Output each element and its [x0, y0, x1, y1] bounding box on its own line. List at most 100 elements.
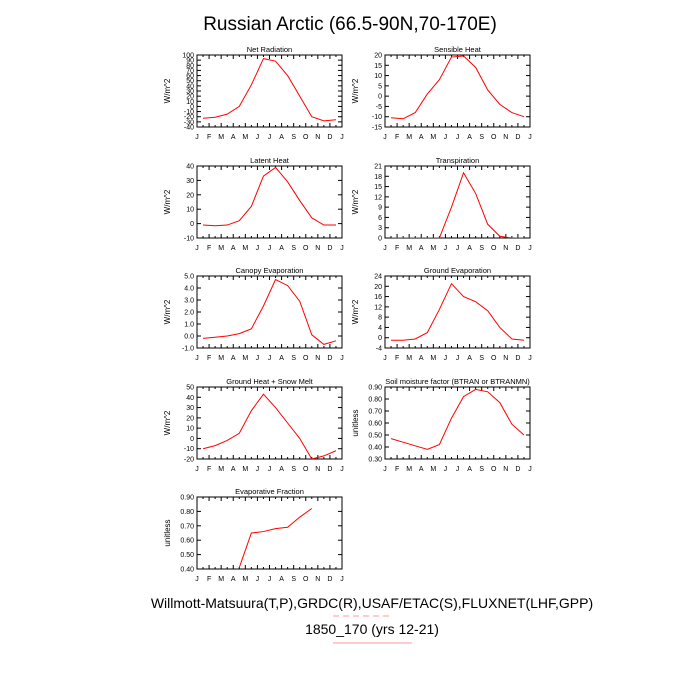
y-tick-label: 0.50: [368, 433, 382, 440]
x-tick-label: J: [456, 134, 460, 141]
x-tick-label: F: [395, 245, 399, 252]
x-tick-label: M: [218, 355, 224, 362]
y-tick-label: 50: [186, 385, 194, 392]
x-tick-label: M: [430, 245, 436, 252]
y-tick-label: 10: [186, 99, 194, 106]
y-tick-label: 6: [378, 215, 382, 222]
y-axis-label: W/m^2: [351, 299, 360, 324]
x-tick-label: S: [479, 355, 484, 362]
y-tick-label: 0.80: [180, 509, 194, 516]
series-line: [202, 278, 337, 345]
series-line: [202, 58, 337, 122]
x-tick-label: J: [456, 355, 460, 362]
y-axis-label: unitless: [163, 519, 172, 546]
y-tick-label: 30: [186, 405, 194, 412]
y-tick-label: 20: [186, 415, 194, 422]
panel-title: Evaporative Fraction: [235, 487, 304, 496]
y-tick-label: 0.0: [184, 334, 194, 341]
y-tick-label: -10: [184, 109, 194, 116]
x-tick-label: N: [315, 245, 320, 252]
x-tick-label: N: [503, 134, 508, 141]
y-tick-label: 0.40: [368, 445, 382, 452]
x-tick-label: M: [218, 466, 224, 473]
x-tick-label: M: [406, 134, 412, 141]
y-tick-label: 5.0: [184, 274, 194, 281]
x-tick-label: M: [242, 245, 248, 252]
x-tick-label: O: [491, 245, 497, 252]
x-tick-label: S: [291, 576, 296, 583]
y-tick-label: 0.90: [368, 385, 382, 392]
x-tick-label: J: [456, 466, 460, 473]
x-tick-label: A: [231, 466, 236, 473]
x-tick-label: S: [291, 134, 296, 141]
y-tick-label: 3: [378, 225, 382, 232]
y-tick-label: 0.40: [180, 567, 194, 574]
x-tick-label: A: [467, 245, 472, 252]
x-tick-label: S: [479, 245, 484, 252]
series-line: [391, 171, 524, 238]
y-axis-label: W/m^2: [351, 78, 360, 103]
y-tick-label: 20: [374, 284, 382, 291]
y-tick-label: 0.70: [368, 409, 382, 416]
x-tick-label: O: [303, 134, 309, 141]
x-tick-label: A: [467, 355, 472, 362]
y-tick-label: 15: [374, 184, 382, 191]
x-tick-label: M: [218, 245, 224, 252]
panel-title: Canopy Evaporation: [236, 266, 304, 275]
x-tick-label: J: [256, 245, 260, 252]
plot-frame: [196, 386, 343, 460]
x-tick-label: F: [207, 134, 211, 141]
x-tick-label: O: [303, 355, 309, 362]
panel-title: Net Radiation: [247, 45, 292, 54]
series-line: [390, 388, 525, 450]
x-tick-label: J: [195, 576, 199, 583]
x-tick-label: J: [256, 576, 260, 583]
x-tick-label: J: [268, 134, 272, 141]
x-tick-label: O: [303, 466, 309, 473]
x-tick-label: A: [467, 466, 472, 473]
y-tick-label: -10: [372, 114, 382, 121]
x-tick-label: A: [231, 134, 236, 141]
y-tick-label: 70: [186, 68, 194, 75]
y-tick-label: 0: [190, 221, 194, 228]
series-line: [238, 508, 313, 568]
y-tick-label: 40: [186, 395, 194, 402]
x-tick-label: J: [340, 245, 344, 252]
y-tick-label: 30: [186, 89, 194, 96]
plot-frame: [196, 165, 343, 239]
x-tick-label: M: [242, 134, 248, 141]
y-tick-label: 40: [186, 83, 194, 90]
y-tick-label: 80: [186, 63, 194, 70]
x-tick-label: D: [515, 355, 520, 362]
y-axis-label: W/m^2: [163, 299, 172, 324]
y-tick-label: -10: [184, 446, 194, 453]
x-tick-label: A: [231, 576, 236, 583]
x-tick-label: J: [195, 134, 199, 141]
x-tick-label: A: [467, 134, 472, 141]
y-tick-label: 16: [374, 294, 382, 301]
x-tick-label: J: [528, 466, 532, 473]
x-tick-label: J: [256, 466, 260, 473]
x-tick-label: D: [327, 134, 332, 141]
y-tick-label: 12: [374, 304, 382, 311]
y-tick-label: 90: [186, 58, 194, 65]
x-tick-label: J: [256, 355, 260, 362]
x-tick-label: M: [242, 466, 248, 473]
y-tick-label: 4: [378, 325, 382, 332]
footer-case-line: 1850_170 (yrs 12-21): [305, 621, 439, 637]
x-tick-label: A: [279, 466, 284, 473]
y-tick-label: 0: [378, 94, 382, 101]
x-tick-label: J: [268, 245, 272, 252]
x-tick-label: F: [207, 466, 211, 473]
x-tick-label: O: [303, 245, 309, 252]
y-tick-label: -15: [372, 125, 382, 132]
y-tick-label: 3.0: [184, 298, 194, 305]
x-tick-label: N: [315, 134, 320, 141]
y-axis-label: W/m^2: [351, 189, 360, 214]
series-line: [390, 55, 525, 120]
x-tick-label: N: [503, 466, 508, 473]
x-tick-label: A: [419, 245, 424, 252]
x-tick-label: A: [279, 245, 284, 252]
